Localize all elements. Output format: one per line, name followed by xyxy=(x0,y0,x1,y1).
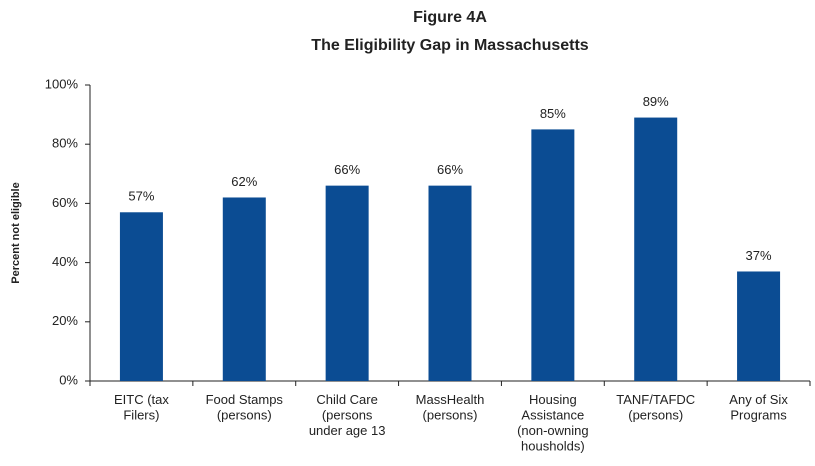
y-tick-label: 80% xyxy=(52,136,78,151)
x-tick-label: EITC (tax Filers) xyxy=(114,392,169,423)
bar xyxy=(428,185,472,381)
y-tick-label: 100% xyxy=(45,76,79,91)
y-tick-label: 40% xyxy=(52,254,78,269)
bar xyxy=(634,117,678,381)
y-tick-label: 20% xyxy=(52,313,78,328)
value-label: 57% xyxy=(128,189,154,204)
bar xyxy=(325,185,369,381)
y-tick-label: 0% xyxy=(59,372,78,387)
bar xyxy=(531,129,575,381)
y-axis-label: Percent not eligible xyxy=(10,182,22,283)
chart-title: Figure 4A xyxy=(413,9,487,26)
chart-subtitle: The Eligibility Gap in Massachusetts xyxy=(311,37,589,54)
x-tick-label: Housing Assistance (non-owning housholds) xyxy=(517,392,589,454)
x-tick-label: MassHealth (persons) xyxy=(416,392,485,423)
x-tick-label: TANF/TAFDC (persons) xyxy=(616,392,695,423)
y-tick-label: 60% xyxy=(52,195,78,210)
x-tick-label: Any of Six Programs xyxy=(729,392,788,423)
bar xyxy=(737,271,781,381)
bar xyxy=(222,197,266,381)
x-tick-label: Food Stamps (persons) xyxy=(206,392,284,423)
value-label: 62% xyxy=(231,174,257,189)
value-label: 89% xyxy=(643,94,669,109)
value-label: 66% xyxy=(437,162,463,177)
value-label: 85% xyxy=(540,106,566,121)
value-label: 37% xyxy=(746,248,772,263)
bar xyxy=(119,212,163,381)
x-tick-label: Child Care (persons under age 13 xyxy=(309,392,386,438)
value-label: 66% xyxy=(334,162,360,177)
